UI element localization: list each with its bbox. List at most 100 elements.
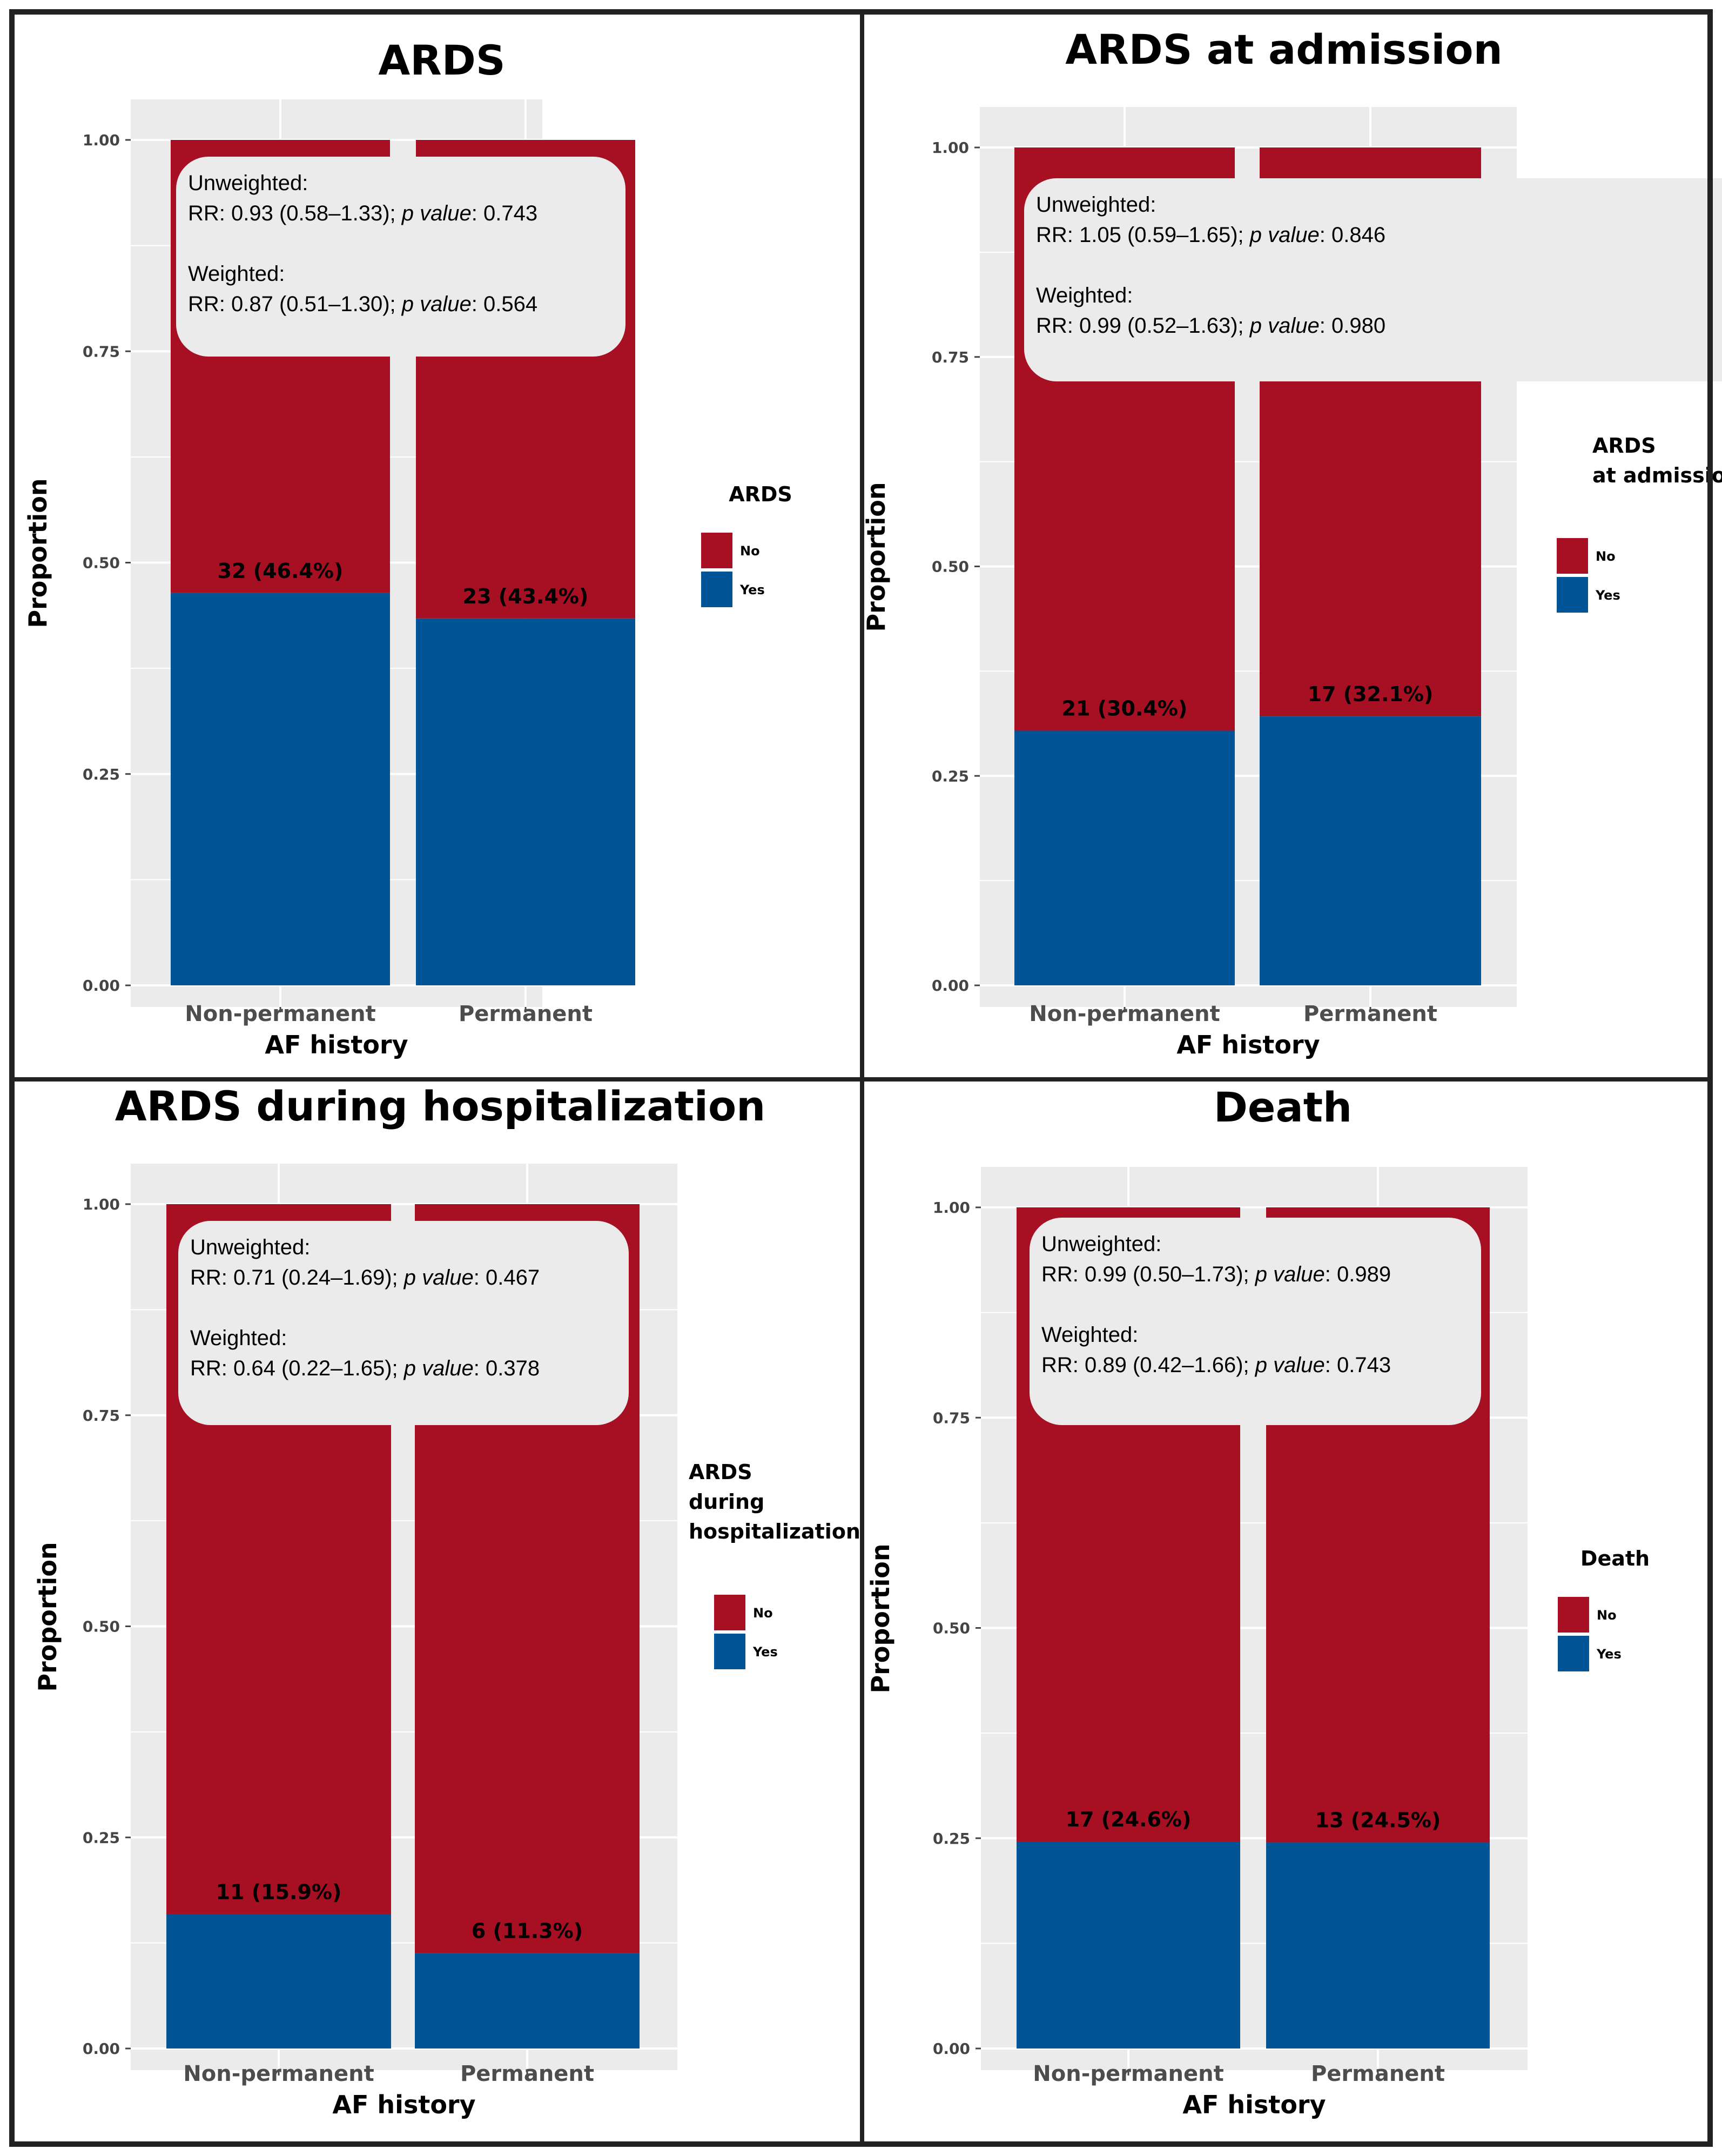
y-tick-label: 0.75 bbox=[933, 1409, 970, 1427]
legend-title: hospitalization bbox=[689, 1520, 860, 1543]
bar-value-label: 23 (43.4%) bbox=[463, 585, 589, 608]
legend-title: at admission bbox=[1592, 464, 1722, 487]
annotation-box bbox=[1030, 1218, 1481, 1425]
annotation-box bbox=[1024, 178, 1722, 381]
legend-title: during bbox=[689, 1490, 764, 1514]
bar-value-label: 21 (30.4%) bbox=[1062, 696, 1188, 720]
y-tick-label: 1.00 bbox=[933, 1199, 970, 1217]
annotation-unweighted-rr: RR: 0.71 (0.24–1.69); p value: 0.467 bbox=[190, 1266, 540, 1289]
x-axis-title: AF history bbox=[1176, 1030, 1320, 1059]
legend-label-yes: Yes bbox=[1595, 588, 1620, 603]
legend-swatch-yes bbox=[714, 1634, 745, 1669]
y-tick-label: 0.50 bbox=[83, 554, 120, 572]
y-tick-label: 0.00 bbox=[932, 977, 969, 995]
legend-swatch-no bbox=[714, 1595, 745, 1630]
legend-label-no: No bbox=[1596, 549, 1616, 564]
bar-segment-yes bbox=[1260, 716, 1481, 985]
bar-value-label: 17 (24.6%) bbox=[1066, 1808, 1192, 1831]
y-tick-label: 0.50 bbox=[83, 1618, 120, 1636]
y-axis-title: Proportion bbox=[862, 482, 891, 632]
y-axis-title: Proportion bbox=[33, 1542, 62, 1691]
y-tick-label: 0.75 bbox=[932, 348, 969, 366]
annotation-weighted-heading: Weighted: bbox=[190, 1326, 287, 1350]
bar-segment-yes bbox=[416, 618, 635, 985]
legend-title: ARDS bbox=[689, 1460, 752, 1484]
legend-title: ARDS bbox=[1592, 434, 1656, 458]
annotation-weighted-heading: Weighted: bbox=[188, 262, 285, 286]
y-tick-label: 0.00 bbox=[83, 2040, 120, 2058]
panel-title: ARDS at admission bbox=[1065, 25, 1502, 73]
legend-label-no: No bbox=[1597, 1608, 1617, 1623]
panel-title: Death bbox=[1214, 1083, 1352, 1131]
chart-panel: 0.00 0.25 0.50 0.75 1.00 32 (46.4%) Non-perman… bbox=[23, 36, 792, 1059]
panel-title: ARDS bbox=[378, 36, 505, 84]
legend-label-yes: Yes bbox=[752, 1644, 778, 1660]
x-tick-label: Permanent bbox=[1311, 2061, 1445, 2086]
y-tick-label: 0.75 bbox=[83, 342, 120, 360]
y-tick-label: 0.25 bbox=[83, 1829, 120, 1846]
y-tick-label: 1.00 bbox=[83, 131, 120, 149]
annotation-box bbox=[176, 157, 625, 357]
legend-swatch-no bbox=[701, 533, 732, 568]
y-tick-label: 0.25 bbox=[933, 1830, 970, 1848]
bar-value-label: 13 (24.5%) bbox=[1315, 1809, 1441, 1832]
chart-panel: 0.00 0.25 0.50 0.75 1.00 11 (15.9%) Non-perman… bbox=[33, 1082, 860, 2119]
bar-segment-yes bbox=[1266, 1842, 1490, 2048]
y-tick-label: 0.75 bbox=[83, 1407, 120, 1425]
y-tick-label: 0.25 bbox=[83, 765, 120, 783]
legend-label-no: No bbox=[740, 543, 760, 559]
x-axis-title: AF history bbox=[265, 1030, 408, 1059]
legend-title: Death bbox=[1580, 1547, 1650, 1570]
x-tick-label: Permanent bbox=[1303, 1002, 1437, 1026]
x-axis-title: AF history bbox=[1182, 2090, 1326, 2119]
annotation-weighted-rr: RR: 0.99 (0.52–1.63); p value: 0.980 bbox=[1036, 314, 1385, 338]
legend-swatch-no bbox=[1557, 538, 1588, 574]
annotation-weighted-rr: RR: 0.87 (0.51–1.30); p value: 0.564 bbox=[188, 292, 537, 316]
y-tick-label: 0.50 bbox=[932, 558, 969, 576]
annotation-unweighted-heading: Unweighted: bbox=[1036, 193, 1156, 217]
y-tick-label: 0.00 bbox=[83, 977, 120, 995]
legend-label-yes: Yes bbox=[1596, 1647, 1622, 1662]
y-axis-title: Proportion bbox=[866, 1543, 895, 1693]
legend-label-yes: Yes bbox=[739, 582, 765, 597]
bar-value-label: 11 (15.9%) bbox=[216, 1880, 342, 1904]
legend-swatch-yes bbox=[1557, 577, 1588, 613]
annotation-box bbox=[178, 1221, 629, 1425]
annotation-weighted-heading: Weighted: bbox=[1036, 284, 1133, 307]
legend-swatch-yes bbox=[701, 572, 732, 607]
y-axis-title: Proportion bbox=[23, 478, 52, 628]
bar-segment-yes bbox=[166, 1914, 391, 2048]
x-tick-label: Non-permanent bbox=[1029, 1002, 1220, 1026]
legend-swatch-yes bbox=[1558, 1636, 1589, 1671]
chart-panel: 0.00 0.25 0.50 0.75 1.00 17 (24.6%) Non-perman… bbox=[866, 1083, 1650, 2119]
legend-swatch-no bbox=[1558, 1597, 1589, 1633]
bar-segment-yes bbox=[171, 593, 390, 985]
x-tick-label: Non-permanent bbox=[1033, 2061, 1223, 2086]
panel-title: ARDS during hospitalization bbox=[115, 1082, 766, 1130]
y-tick-label: 0.25 bbox=[932, 767, 969, 785]
x-axis-title: AF history bbox=[332, 2090, 475, 2119]
bar-value-label: 6 (11.3%) bbox=[472, 1919, 583, 1943]
y-tick-label: 0.00 bbox=[933, 2040, 970, 2058]
x-tick-label: Non-permanent bbox=[185, 1002, 375, 1026]
bar-value-label: 32 (46.4%) bbox=[218, 559, 344, 583]
annotation-weighted-rr: RR: 0.89 (0.42–1.66); p value: 0.743 bbox=[1041, 1353, 1391, 1377]
chart-panel: 0.00 0.25 0.50 0.75 1.00 21 (30.4%) Non-perman… bbox=[862, 25, 1722, 1059]
annotation-unweighted-rr: RR: 0.99 (0.50–1.73); p value: 0.989 bbox=[1041, 1262, 1391, 1286]
y-tick-label: 1.00 bbox=[932, 139, 969, 157]
annotation-unweighted-heading: Unweighted: bbox=[190, 1235, 310, 1259]
y-tick-label: 1.00 bbox=[83, 1195, 120, 1213]
x-tick-label: Permanent bbox=[459, 1002, 593, 1026]
legend-title: ARDS bbox=[729, 482, 792, 506]
panels: 0.00 0.25 0.50 0.75 1.00 32 (46.4%) Non-perman… bbox=[23, 25, 1722, 2119]
bar-segment-yes bbox=[415, 1953, 640, 2048]
y-tick-label: 0.50 bbox=[933, 1620, 970, 1637]
bar-value-label: 17 (32.1%) bbox=[1308, 682, 1434, 706]
annotation-unweighted-rr: RR: 1.05 (0.59–1.65); p value: 0.846 bbox=[1036, 223, 1385, 247]
annotation-unweighted-heading: Unweighted: bbox=[188, 171, 308, 195]
annotation-weighted-rr: RR: 0.64 (0.22–1.65); p value: 0.378 bbox=[190, 1356, 540, 1380]
x-tick-label: Permanent bbox=[460, 2061, 594, 2086]
annotation-weighted-heading: Weighted: bbox=[1041, 1323, 1138, 1347]
legend-label-no: No bbox=[753, 1606, 773, 1621]
